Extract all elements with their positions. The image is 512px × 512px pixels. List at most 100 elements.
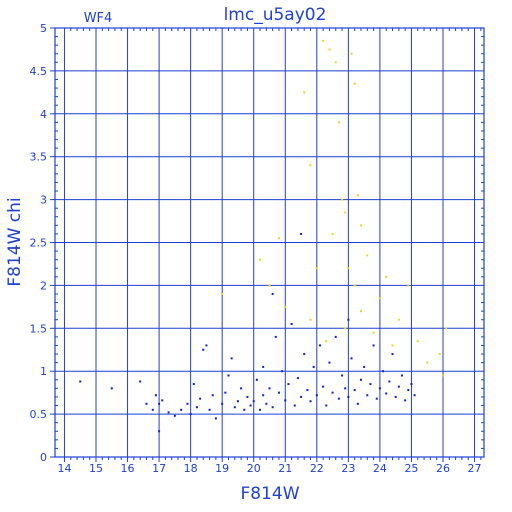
data-point <box>334 335 337 338</box>
x-tick-label: 27 <box>468 462 482 475</box>
data-point <box>224 391 227 394</box>
data-point <box>309 318 312 321</box>
panel-label: WF4 <box>84 11 113 26</box>
data-point <box>236 400 239 403</box>
x-tick-label: 19 <box>215 462 229 475</box>
data-point <box>344 387 347 390</box>
data-point <box>186 402 189 405</box>
data-point <box>410 383 413 386</box>
data-point <box>426 361 429 364</box>
data-point <box>227 374 230 377</box>
data-point <box>366 254 369 257</box>
data-point <box>315 267 318 270</box>
data-point <box>284 305 287 308</box>
data-point <box>158 402 161 405</box>
x-tick-label: 18 <box>184 462 198 475</box>
data-point <box>347 318 350 321</box>
data-point <box>293 404 296 407</box>
data-point <box>356 402 359 405</box>
data-point <box>394 395 397 398</box>
data-point <box>277 391 280 394</box>
data-point <box>350 357 353 360</box>
data-point <box>341 374 344 377</box>
data-point <box>353 82 356 85</box>
data-point <box>205 344 208 347</box>
data-point <box>331 232 334 235</box>
y-tick-label: 0.5 <box>30 408 48 421</box>
data-point <box>416 340 419 343</box>
data-point <box>252 400 255 403</box>
data-point <box>356 194 359 197</box>
ticks <box>50 27 484 462</box>
data-point <box>167 411 170 414</box>
data-point <box>300 232 303 235</box>
y-tick-label: 4.5 <box>30 65 48 78</box>
data-point <box>347 395 350 398</box>
data-point <box>277 237 280 240</box>
data-point <box>328 361 331 364</box>
x-tick-label: 20 <box>247 462 261 475</box>
data-point <box>407 284 410 287</box>
data-point <box>363 365 366 368</box>
data-point <box>151 408 154 411</box>
data-point <box>265 402 268 405</box>
data-point <box>309 164 312 167</box>
data-point <box>303 353 306 356</box>
x-tick-label: 24 <box>373 462 387 475</box>
data-point <box>369 383 372 386</box>
data-point <box>161 399 164 402</box>
data-point <box>382 370 385 373</box>
data-point <box>154 394 157 397</box>
y-tick-label: 3 <box>40 194 47 207</box>
data-point <box>268 284 271 287</box>
data-point <box>211 394 214 397</box>
data-point <box>325 404 328 407</box>
data-point <box>262 365 265 368</box>
data-point <box>441 374 444 377</box>
data-point <box>287 383 290 386</box>
data-point <box>158 430 161 433</box>
data-point <box>199 397 202 400</box>
y-tick-label: 3.5 <box>30 151 48 164</box>
data-point <box>359 310 362 313</box>
data-point <box>344 327 347 330</box>
data-point <box>375 397 378 400</box>
data-point <box>145 402 148 405</box>
x-tick-label: 16 <box>121 462 135 475</box>
data-point <box>385 392 388 395</box>
data-point <box>262 394 265 397</box>
data-point <box>208 408 211 411</box>
data-point <box>359 224 362 227</box>
data-point <box>180 408 183 411</box>
data-point <box>366 394 369 397</box>
data-point <box>296 377 299 380</box>
series-yellow <box>221 39 448 377</box>
data-point <box>331 391 334 394</box>
data-point <box>325 340 328 343</box>
data-point <box>281 370 284 373</box>
grid <box>55 27 484 458</box>
data-point <box>243 408 246 411</box>
data-point <box>400 374 403 377</box>
data-point <box>413 394 416 397</box>
data-point <box>315 394 318 397</box>
data-point <box>274 335 277 338</box>
data-point <box>309 400 312 403</box>
data-point <box>233 406 236 409</box>
x-tick-label: 15 <box>89 462 103 475</box>
y-tick-label: 4 <box>40 108 47 121</box>
data-point <box>173 414 176 417</box>
data-point <box>259 258 262 261</box>
data-point <box>328 48 331 51</box>
data-point <box>397 318 400 321</box>
data-point <box>385 275 388 278</box>
y-tick-labels: 0 0.5 1 1.5 2 2.5 3 3.5 4 4.5 5 <box>30 22 48 464</box>
data-point <box>318 344 321 347</box>
data-point <box>391 353 394 356</box>
x-tick-label: 17 <box>152 462 166 475</box>
data-point <box>359 378 362 381</box>
y-tick-label: 2 <box>40 279 47 292</box>
data-point <box>221 402 224 405</box>
data-point <box>404 399 407 402</box>
data-point <box>344 211 347 214</box>
